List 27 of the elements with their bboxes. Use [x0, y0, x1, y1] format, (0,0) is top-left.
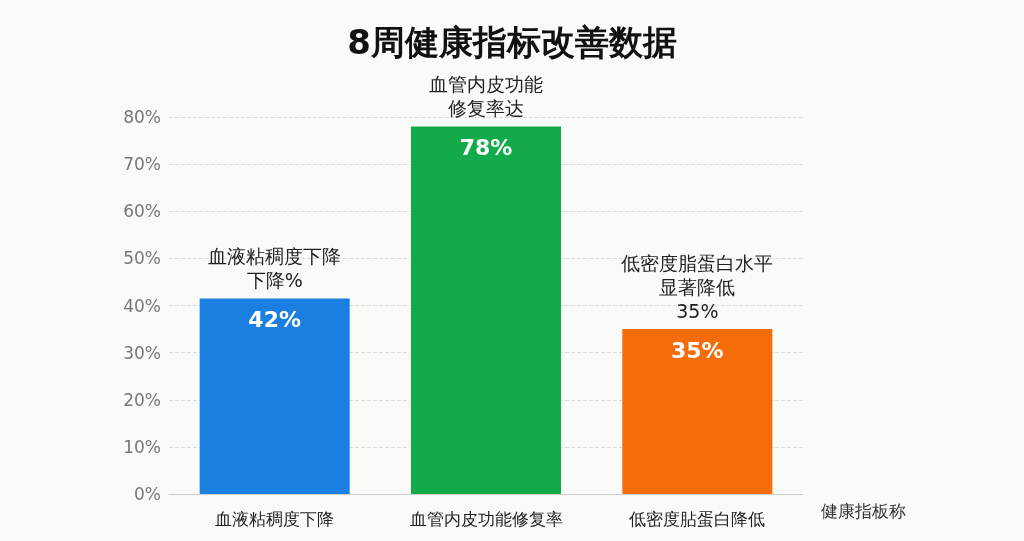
annotation: 下降% — [246, 269, 303, 292]
y-tick-label: 30% — [123, 342, 161, 363]
x-tick-label: 血管内皮功能修复率 — [409, 508, 563, 529]
annotation: 血液粘稠度下降 — [208, 245, 342, 268]
bar — [622, 329, 773, 494]
y-tick-label: 70% — [123, 154, 161, 175]
annotation: 35% — [676, 300, 719, 323]
y-tick-label: 20% — [123, 389, 161, 410]
bar — [199, 298, 350, 494]
x-axis-title: 健康指板称 — [821, 500, 906, 521]
y-tick-label: 10% — [123, 436, 161, 457]
annotation: 显著降低 — [659, 276, 736, 299]
y-tick-label: 80% — [123, 107, 161, 127]
y-tick-label: 50% — [123, 248, 161, 269]
annotation: 低密度脂蛋白水平 — [621, 252, 774, 275]
bar — [411, 126, 561, 494]
y-tick-label: 40% — [123, 295, 161, 316]
annotation: 血管内皮功能 — [429, 73, 543, 96]
data-label: 78% — [459, 134, 513, 160]
y-tick-label: 60% — [123, 201, 161, 222]
x-tick-label: 血液粘稠度下降 — [215, 508, 335, 529]
chart-title: 8周健康指标改善数据 — [347, 22, 677, 62]
y-tick-label: 0% — [134, 484, 161, 504]
data-label: 42% — [248, 306, 301, 332]
annotation: 修复率达 — [448, 97, 524, 120]
x-tick-label: 低密度胋蛋白降低 — [629, 508, 766, 529]
data-label: 35% — [671, 337, 724, 363]
